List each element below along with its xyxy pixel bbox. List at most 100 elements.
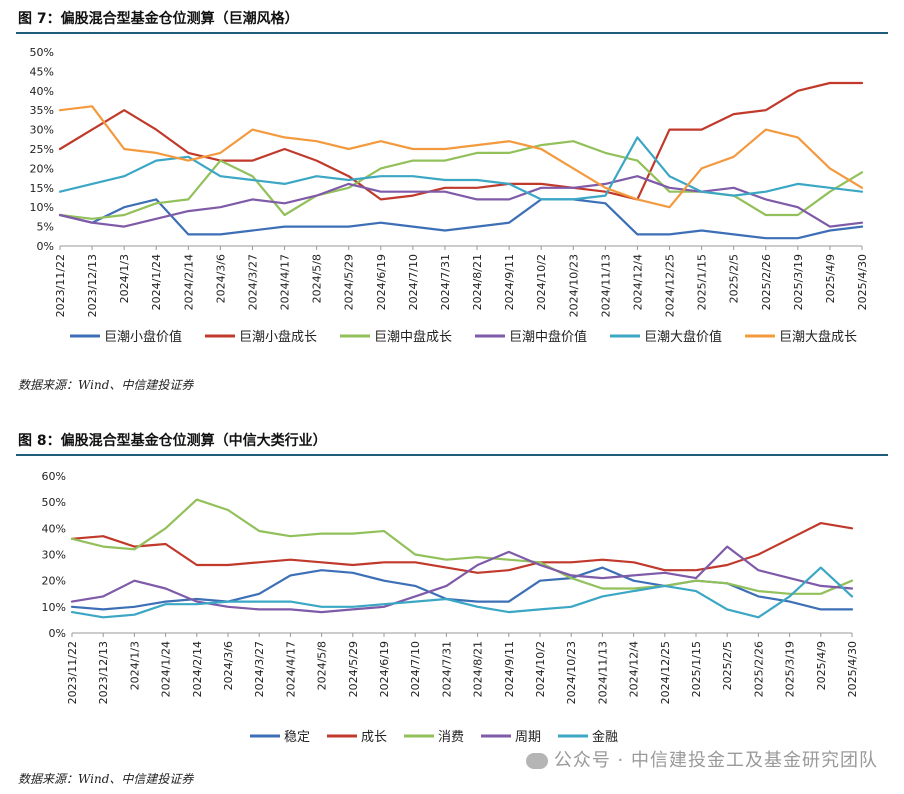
y-tick-label: 25%	[30, 143, 54, 156]
x-tick-label: 2025/1/15	[690, 641, 703, 697]
y-tick-label: 60%	[42, 470, 66, 483]
y-tick-label: 30%	[42, 549, 66, 562]
x-tick-label: 2024/5/29	[343, 254, 356, 310]
y-tick-label: 20%	[30, 162, 54, 175]
y-tick-label: 15%	[30, 182, 54, 195]
legend-label: 巨潮大盘成长	[779, 329, 857, 345]
series-line	[58, 105, 864, 209]
x-tick-label: 2024/2/14	[182, 254, 195, 310]
x-tick-label: 2024/10/2	[535, 254, 548, 310]
legend-label: 金融	[592, 729, 618, 745]
x-tick-label: 2024/12/25	[659, 641, 672, 704]
x-tick-label: 2024/5/8	[311, 254, 324, 303]
x-tick-label: 2024/5/29	[347, 641, 360, 697]
series-line	[58, 198, 864, 240]
legend-label: 巨潮中盘成长	[374, 329, 452, 345]
x-tick-label: 2024/3/6	[222, 641, 235, 690]
x-tick-label: 2025/2/5	[728, 254, 741, 303]
figure2-source: 数据来源：Wind、中信建投证券	[18, 772, 194, 786]
x-tick-label: 2024/3/6	[214, 254, 227, 303]
x-tick-label: 2024/2/14	[191, 641, 204, 697]
x-tick-label: 2024/10/23	[567, 254, 580, 317]
legend-label: 巨潮小盘成长	[239, 329, 317, 345]
chart-1: 0% 5% 10% 15% 20% 25% 30% 35% 40% 45% 50% 2023/11/2…	[30, 46, 869, 345]
x-tick-label: 2024/3/27	[253, 641, 266, 697]
watermark: 公众号 · 中信建投金工及基金研究团队	[525, 746, 878, 772]
x-tick-label: 2025/4/9	[815, 641, 828, 690]
x-tick-label: 2024/6/19	[378, 641, 391, 697]
x-tick-label: 2024/1/24	[160, 641, 173, 697]
x-tick-label: 2024/4/17	[284, 641, 297, 697]
x-tick-label: 2025/1/15	[696, 254, 709, 310]
series-line	[58, 175, 864, 228]
legend-label: 稳定	[284, 729, 310, 745]
y-tick-label: 20%	[42, 575, 66, 588]
x-tick-label: 2024/9/11	[503, 254, 516, 310]
x-tick-label: 2023/11/22	[66, 641, 79, 704]
y-tick-label: 50%	[42, 496, 66, 509]
x-tick-label: 2024/12/4	[631, 254, 644, 310]
series-line	[70, 545, 854, 614]
legend-label: 消费	[438, 730, 464, 745]
x-tick-label: 2024/7/31	[439, 254, 452, 310]
x-tick-label: 2024/5/8	[316, 641, 329, 690]
x-tick-label: 2024/10/2	[534, 641, 547, 697]
y-tick-label: 0%	[37, 240, 54, 253]
y-tick-label: 40%	[30, 85, 54, 98]
legend-label: 周期	[515, 730, 541, 745]
x-tick-label: 2025/3/19	[784, 641, 797, 697]
series-line	[70, 521, 854, 574]
x-tick-label: 2025/3/19	[792, 254, 805, 310]
x-tick-label: 2024/11/13	[599, 254, 612, 317]
y-tick-label: 40%	[42, 522, 66, 535]
y-tick-label: 10%	[42, 601, 66, 614]
x-tick-label: 2024/3/27	[246, 254, 259, 310]
x-tick-label: 2024/1/3	[118, 254, 131, 303]
x-tick-label: 2024/8/21	[472, 641, 485, 697]
y-tick-label: 10%	[30, 201, 54, 214]
legend-label: 成长	[361, 730, 387, 745]
y-tick-label: 5%	[37, 221, 54, 234]
x-tick-label: 2024/4/17	[279, 254, 292, 310]
series-line	[70, 566, 854, 619]
x-tick-label: 2025/2/26	[752, 641, 765, 697]
x-tick-label: 2024/7/31	[440, 641, 453, 697]
x-tick-label: 2024/11/13	[596, 641, 609, 704]
x-tick-label: 2024/1/3	[128, 641, 141, 690]
y-tick-label: 45%	[30, 65, 54, 78]
x-tick-label: 2024/7/10	[407, 254, 420, 310]
y-tick-label: 35%	[30, 104, 54, 117]
legend-label: 巨潮小盘价值	[104, 329, 182, 345]
x-tick-label: 2025/4/30	[856, 254, 869, 310]
chart-2: 0% 10% 20% 30% 40% 50% 60% 2023/11/22 2023/12/13…	[42, 470, 859, 745]
figure1-title: 图 7：偏股混合型基金仓位测算（巨潮风格）	[18, 11, 299, 27]
x-tick-label: 2023/12/13	[97, 641, 110, 704]
x-tick-label: 2023/12/13	[86, 254, 99, 317]
x-tick-label: 2025/4/9	[824, 254, 837, 303]
x-tick-label: 2025/2/5	[721, 641, 734, 690]
watermark-text: 公众号 · 中信建投金工及基金研究团队	[553, 750, 878, 771]
figure2-title: 图 8：偏股混合型基金仓位测算（中信大类行业）	[18, 433, 327, 449]
x-tick-label: 2023/11/22	[54, 254, 67, 317]
legend-label: 巨潮中盘价值	[509, 329, 587, 345]
y-tick-label: 0%	[49, 627, 66, 640]
x-tick-label: 2024/10/23	[565, 641, 578, 704]
x-tick-label: 2024/9/11	[503, 641, 516, 697]
figure1-source: 数据来源：Wind、中信建投证券	[18, 378, 194, 392]
y-tick-label: 50%	[30, 46, 54, 59]
x-tick-label: 2024/12/25	[664, 254, 677, 317]
series-line	[58, 81, 864, 201]
x-tick-label: 2025/4/30	[846, 641, 859, 697]
y-tick-label: 30%	[30, 124, 54, 137]
legend-label: 巨潮大盘价值	[644, 329, 722, 345]
wechat-icon	[525, 753, 548, 769]
x-tick-label: 2024/6/19	[375, 254, 388, 310]
x-tick-label: 2024/12/4	[628, 641, 641, 697]
series-line	[70, 498, 854, 595]
figure2-title-rule	[16, 454, 888, 456]
x-tick-label: 2024/7/10	[409, 641, 422, 697]
figure1-title-rule	[16, 32, 888, 34]
x-tick-label: 2024/1/24	[150, 254, 163, 310]
x-tick-label: 2025/2/26	[760, 254, 773, 310]
x-tick-label: 2024/8/21	[471, 254, 484, 310]
